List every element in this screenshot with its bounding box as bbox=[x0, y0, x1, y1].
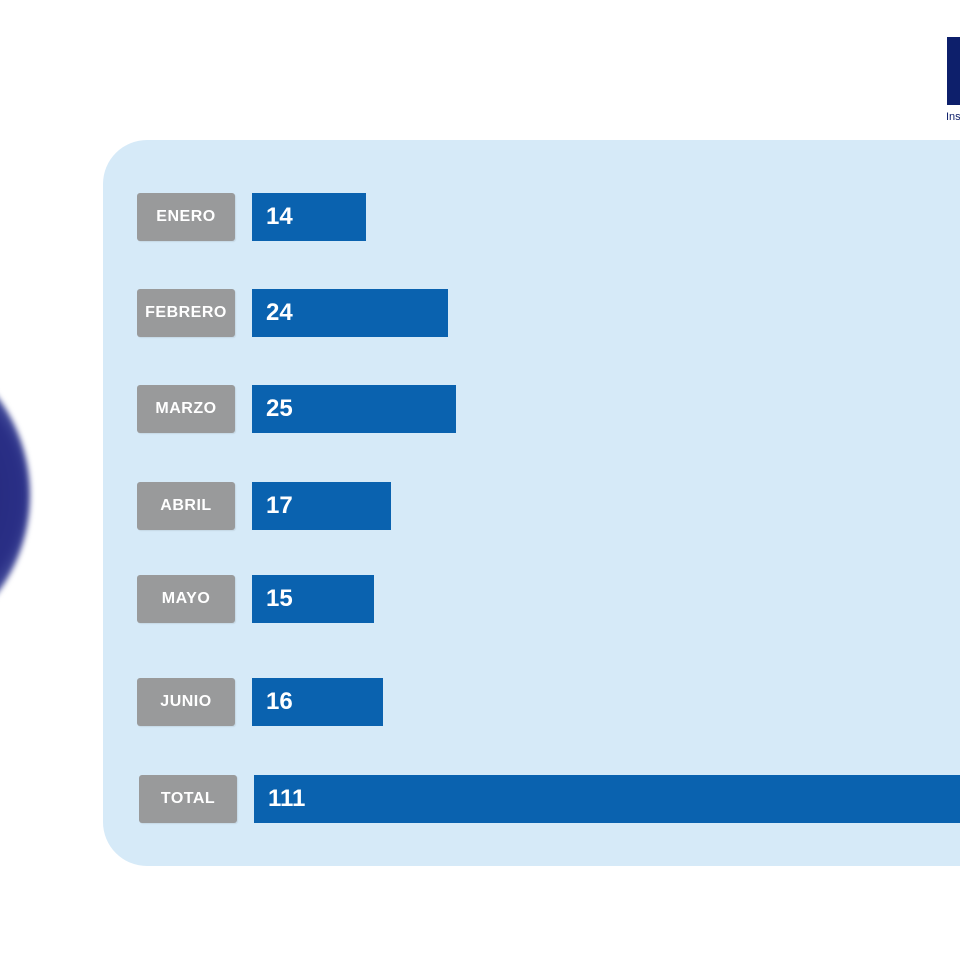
bar-value-label: 14 bbox=[266, 203, 293, 230]
category-label: MARZO bbox=[137, 385, 235, 433]
category-label: JUNIO bbox=[137, 678, 235, 726]
bar-junio bbox=[252, 678, 383, 726]
category-label: ENERO bbox=[137, 193, 235, 241]
bar-mayo bbox=[252, 575, 375, 623]
category-label: FEBRERO bbox=[137, 289, 235, 337]
bar-abril bbox=[252, 482, 391, 530]
bar-value-label: 15 bbox=[266, 585, 293, 612]
logo-caption: Ins bbox=[946, 111, 960, 123]
bar-enero bbox=[252, 193, 367, 241]
bar-value-label: 16 bbox=[266, 688, 293, 715]
bar-value-label: 17 bbox=[266, 492, 293, 519]
bar-marzo bbox=[252, 385, 456, 433]
bar-value-label: 25 bbox=[266, 395, 293, 422]
category-label: TOTAL bbox=[139, 775, 237, 823]
bar-total bbox=[254, 775, 960, 823]
bar-value-label: 24 bbox=[266, 299, 293, 326]
logo bbox=[947, 37, 960, 105]
bar-value-label: 111 bbox=[268, 785, 306, 812]
chart-panel bbox=[103, 140, 960, 866]
category-label: ABRIL bbox=[137, 482, 235, 530]
bar-febrero bbox=[252, 289, 448, 337]
category-label: MAYO bbox=[137, 575, 235, 623]
